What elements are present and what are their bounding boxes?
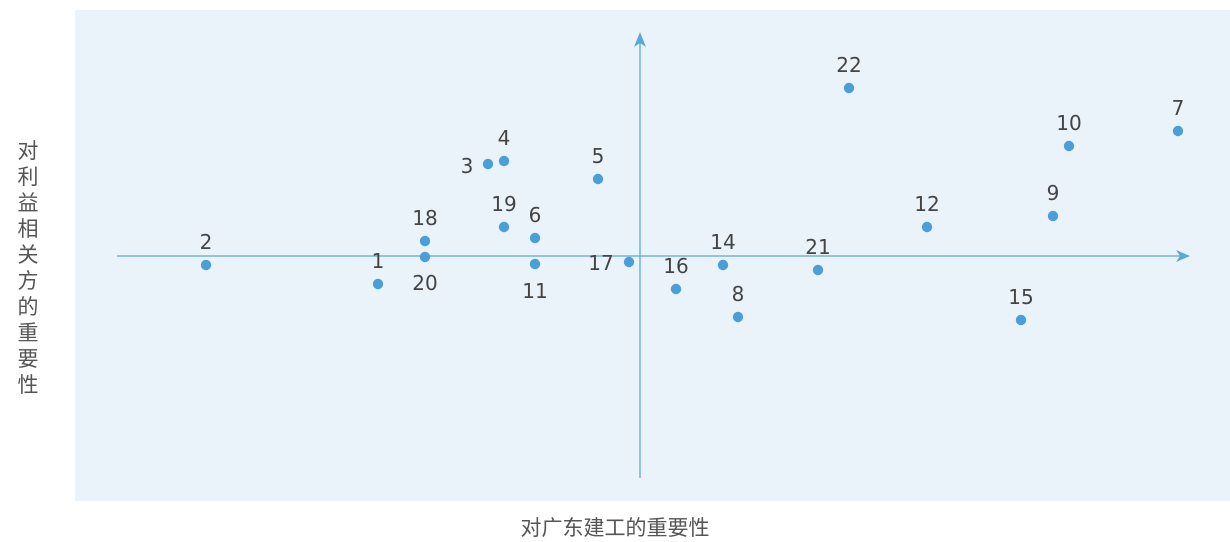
y-axis-arrow xyxy=(634,32,646,47)
data-point-8 xyxy=(732,311,744,323)
axes xyxy=(117,32,1190,478)
data-point-14 xyxy=(717,259,729,271)
data-point-21 xyxy=(812,264,824,276)
data-label-4: 4 xyxy=(498,126,511,150)
data-label-8: 8 xyxy=(732,282,745,306)
data-label-15: 15 xyxy=(1008,285,1033,309)
data-label-11: 11 xyxy=(522,279,547,303)
data-label-18: 18 xyxy=(412,206,437,230)
data-point-20 xyxy=(419,251,431,263)
data-label-6: 6 xyxy=(529,203,542,227)
data-point-9 xyxy=(1047,210,1059,222)
data-label-14: 14 xyxy=(710,230,735,254)
data-point-17 xyxy=(623,256,635,268)
data-point-11 xyxy=(529,258,541,270)
data-point-2 xyxy=(200,259,212,271)
data-label-1: 1 xyxy=(372,249,385,273)
data-point-7 xyxy=(1172,125,1184,137)
data-label-22: 22 xyxy=(836,53,861,77)
data-point-1 xyxy=(372,278,384,290)
x-axis-label: 对广东建工的重要性 xyxy=(520,516,710,540)
data-point-12 xyxy=(921,221,933,233)
data-point-19 xyxy=(498,221,510,233)
data-point-15 xyxy=(1015,314,1027,326)
data-label-21: 21 xyxy=(805,235,830,259)
data-label-7: 7 xyxy=(1172,96,1185,120)
data-label-9: 9 xyxy=(1047,181,1060,205)
data-label-12: 12 xyxy=(914,192,939,216)
data-label-17: 17 xyxy=(588,251,613,275)
data-point-6 xyxy=(529,232,541,244)
data-point-3 xyxy=(482,158,494,170)
data-label-2: 2 xyxy=(200,230,213,254)
data-label-20: 20 xyxy=(412,271,437,295)
y-axis-label: 对利益相关方的重要性 xyxy=(17,139,39,397)
data-point-10 xyxy=(1063,140,1075,152)
data-label-16: 16 xyxy=(663,254,688,278)
data-label-19: 19 xyxy=(491,192,516,216)
data-label-5: 5 xyxy=(592,144,605,168)
data-point-22 xyxy=(843,82,855,94)
data-label-10: 10 xyxy=(1056,111,1081,135)
data-point-4 xyxy=(498,155,510,167)
data-point-5 xyxy=(592,173,604,185)
x-axis-arrow xyxy=(1176,250,1190,262)
data-point-18 xyxy=(419,235,431,247)
data-point-16 xyxy=(670,283,682,295)
data-label-3: 3 xyxy=(461,154,474,178)
